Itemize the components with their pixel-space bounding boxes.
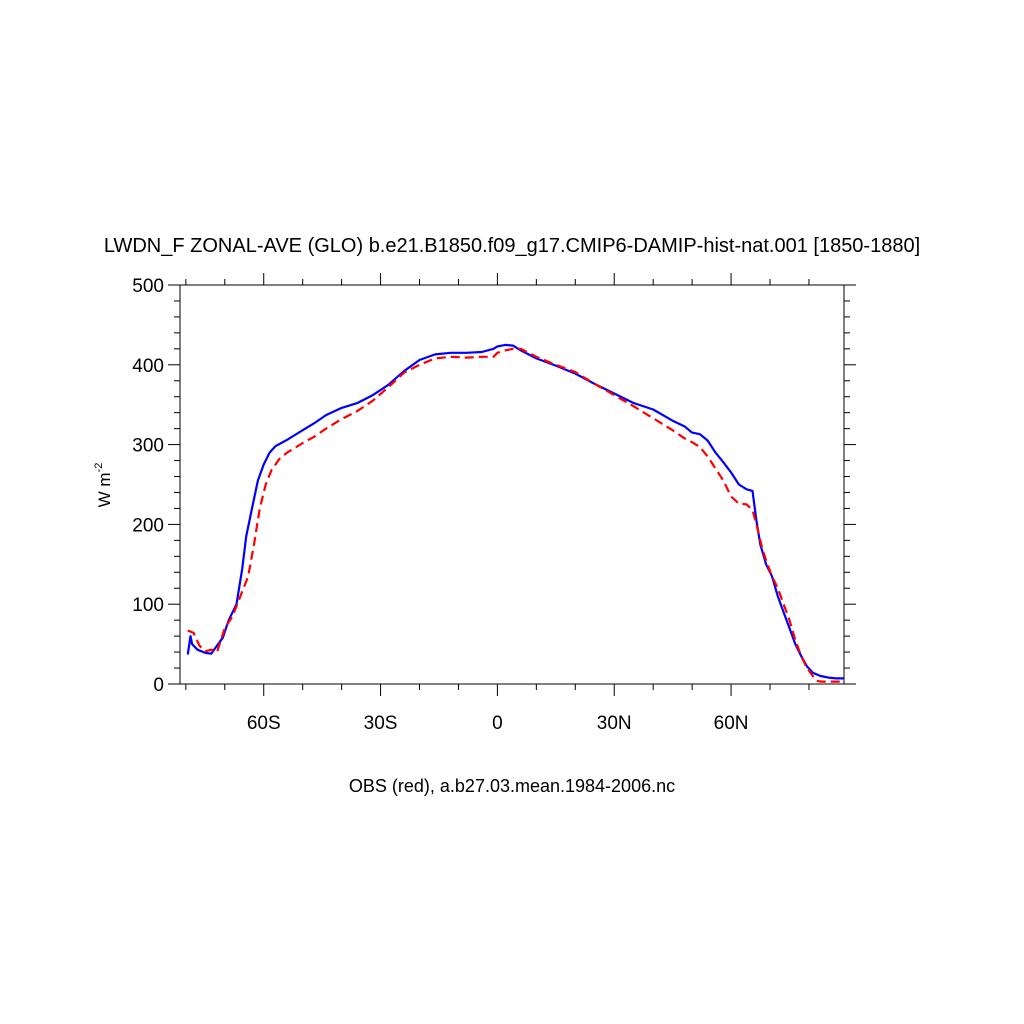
x-tick-labels: 60S 30S 0 30N 60N [247,713,749,734]
y-tick-label: 300 [132,436,164,457]
y-tick-label: 200 [132,515,164,536]
x-tick-label: 30S [364,713,398,734]
x-tick-label: 0 [492,713,503,734]
y-tick-label: 100 [132,595,164,616]
tick-marks [168,273,856,696]
model-series-line [186,343,844,680]
y-axis-label-exponent: -2 [93,463,105,473]
x-tick-label: 60N [714,713,749,734]
series-lines [186,343,844,683]
x-tick-label: 30N [597,713,632,734]
y-axis-label: W m-2 [93,463,114,508]
y-tick-label: 500 [132,276,164,297]
x-tick-label: 60S [247,713,281,734]
obs-series-line [187,347,844,683]
chart-title: LWDN_F ZONAL-AVE (GLO) b.e21.B1850.f09_g… [104,235,920,257]
footer-caption: OBS (red), a.b27.03.mean.1984-2006.nc [349,776,675,796]
y-tick-label: 400 [132,356,164,377]
y-axis-label-base: W m [95,472,114,507]
plot-frame [179,284,845,685]
y-tick-label: 0 [153,675,164,696]
y-tick-labels: 0 100 200 300 400 500 [132,276,164,696]
